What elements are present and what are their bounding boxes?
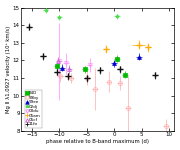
Y-axis label: Mg II λ1.0927 velocity (10³ km/s): Mg II λ1.0927 velocity (10³ km/s) [6,26,11,113]
Legend: 94D, 99by, 99ee, 02dj, 03du, 05am, 05cf, 11fo: 94D, 99by, 99ee, 02dj, 03du, 05am, 05cf,… [25,90,42,128]
X-axis label: phase relative to B-band maximum (d): phase relative to B-band maximum (d) [46,140,149,144]
